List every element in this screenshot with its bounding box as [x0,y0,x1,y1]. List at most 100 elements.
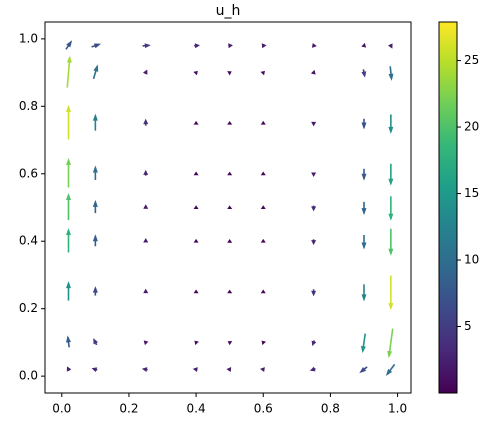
arrow [143,43,151,48]
arrow [310,367,316,372]
arrow [67,366,71,371]
arrow [92,43,101,48]
arrow [359,367,367,373]
arrow [67,56,72,88]
arrow [227,290,232,294]
x-tick-label: 0.2 [119,402,138,416]
y-tick-label: 0.2 [19,301,38,315]
arrow [261,239,266,243]
arrow [361,284,366,301]
arrow [262,341,266,345]
colorbar-tick-label: 20 [464,120,479,134]
arrow [66,228,71,253]
colorbar-tick-label: 15 [464,186,479,200]
arrow [143,238,148,243]
arrow [228,43,233,48]
arrow [361,169,366,181]
arrow [361,69,366,77]
arrow [143,289,148,294]
arrow [311,173,316,178]
arrow [388,66,393,80]
arrow [261,290,266,294]
arrow [194,43,200,48]
arrow [144,340,149,345]
arrow [66,105,71,140]
arrow [227,121,232,125]
arrow [194,171,199,175]
colorbar [439,22,457,393]
arrow [386,364,395,376]
arrow [93,234,98,246]
arrow [227,239,232,243]
plot-area [45,22,411,393]
arrow [194,341,198,345]
arrow [226,367,231,372]
arrow [261,171,266,175]
arrow [311,239,316,245]
arrow [93,286,98,296]
arrow [388,114,393,134]
arrow [361,334,366,353]
arrow [194,121,199,125]
arrow [388,43,392,48]
arrow [194,290,199,294]
arrow [227,205,232,209]
x-tick-label: 0.4 [187,402,206,416]
arrow [66,335,71,347]
arrow [143,119,148,126]
arrow [388,164,393,186]
arrow [93,114,98,131]
y-tick-label: 0.0 [19,369,38,383]
arrow [93,338,98,345]
arrow [143,170,148,176]
colorbar-tick-label: 10 [464,253,479,267]
arrow [66,158,71,188]
arrow [312,43,317,48]
arrow [388,276,393,311]
arrow [361,43,366,48]
arrow [142,367,148,372]
arrow [260,71,264,75]
arrow [260,367,265,372]
arrow [66,40,72,49]
y-tick-label: 1.0 [19,31,38,45]
y-tick-label: 0.8 [19,99,38,113]
arrow [311,70,316,75]
arrow [193,367,198,372]
y-tick-label: 0.4 [19,234,38,248]
arrow [361,202,366,215]
arrow [194,205,199,209]
arrow [311,206,316,212]
arrow [66,193,71,220]
arrow [143,70,147,75]
arrow [361,119,366,130]
arrow [194,239,199,243]
arrow [227,71,232,75]
y-tick-label: 0.6 [19,166,38,180]
arrow [143,204,148,209]
x-tick-label: 1.0 [388,402,407,416]
colorbar-tick-label: 5 [464,319,472,333]
arrow [388,229,393,256]
arrow [388,196,393,221]
x-tick-label: 0.0 [52,402,71,416]
arrow [361,235,366,250]
colorbar-tick-label: 25 [464,53,479,67]
arrow [261,121,266,125]
arrow [311,122,316,127]
arrow [312,341,317,347]
arrow [93,64,98,78]
arrow [93,166,98,181]
arrow [227,172,232,176]
arrow [311,289,316,296]
arrow [93,200,98,213]
arrow [92,367,98,372]
arrow [261,205,266,209]
arrow [228,341,233,345]
chart-title: u_h [216,3,241,19]
arrow [66,281,71,301]
arrow [387,329,393,358]
x-tick-label: 0.6 [254,402,273,416]
arrow [193,71,197,75]
